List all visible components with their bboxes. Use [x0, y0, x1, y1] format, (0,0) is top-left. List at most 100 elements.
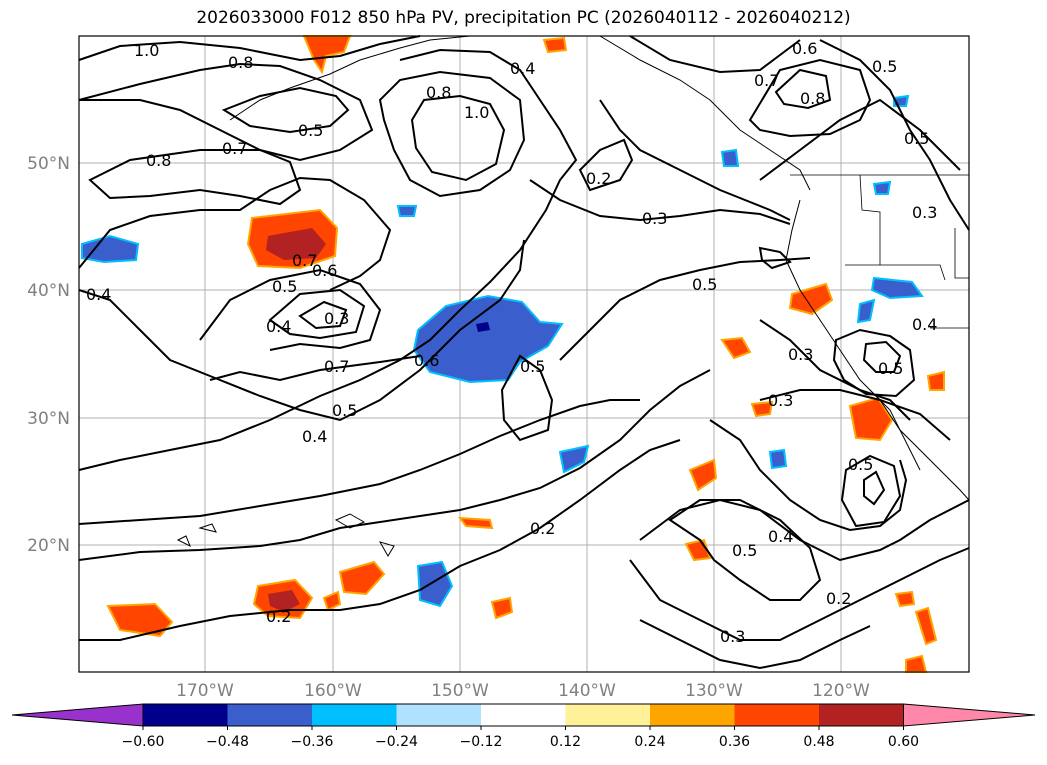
precip-positive-patch: [338, 560, 386, 596]
colorbar-swatch: [734, 704, 819, 726]
contour-label: 0.3: [720, 627, 745, 646]
contour-label: 0.8: [228, 53, 253, 72]
precip-negative-patch: [872, 180, 892, 195]
precip-negative-patch: [412, 294, 564, 384]
contour-label: 0.5: [692, 275, 717, 294]
colorbar-extend-low: [11, 703, 144, 727]
lat-label: 20°N: [27, 536, 70, 556]
colorbar-tick-label: 0.60: [888, 734, 919, 750]
pv-contours: [78, 35, 970, 670]
contour-label: 0.4: [302, 427, 327, 446]
lon-label: 170°W: [176, 681, 234, 701]
colorbar-swatch: [143, 704, 228, 726]
contour-label: 0.8: [800, 89, 825, 108]
contour-label: 0.4: [912, 315, 937, 334]
lat-labels: 50°N 40°N 30°N 20°N: [27, 154, 70, 556]
colorbar-tick-label: −0.12: [460, 734, 503, 750]
colorbar-tick-label: 0.48: [803, 734, 834, 750]
precip-positive-patch: [322, 590, 342, 612]
contour-label: 0.5: [298, 121, 323, 140]
contour-label: 0.3: [642, 209, 667, 228]
precip-negative-patch: [856, 298, 876, 324]
contour-label: 0.8: [426, 83, 451, 102]
lon-label: 140°W: [558, 681, 616, 701]
contour-label: 0.4: [86, 285, 111, 304]
precip-positive-patch: [688, 458, 718, 492]
lat-label: 50°N: [27, 154, 70, 174]
contour-label: 0.2: [826, 589, 851, 608]
contour-label: 0.7: [754, 71, 779, 90]
contour-label: 0.7: [292, 251, 317, 270]
colorbar-swatch: [650, 704, 735, 726]
colorbar-tick-label: −0.36: [291, 734, 334, 750]
precip-positive-patch: [457, 516, 494, 530]
contour-label: 0.2: [530, 519, 555, 538]
precip-negative-patch: [396, 205, 418, 217]
colorbar-swatch: [565, 704, 650, 726]
lon-label: 130°W: [685, 681, 743, 701]
colorbar-tick-label: 0.24: [634, 734, 665, 750]
plot-area: 1.0 0.8 0.5 0.7 0.8 0.8 1.0 0.4 0.6 0.7 …: [78, 35, 970, 673]
colorbar-tick-label: −0.60: [122, 734, 165, 750]
precip-positive-core: [268, 590, 300, 612]
contour-label: 0.5: [872, 57, 897, 76]
precip-negative-patch: [870, 276, 924, 300]
contour-label: 0.3: [324, 309, 349, 328]
contour-label: 0.5: [904, 129, 929, 148]
contour-label: 0.5: [332, 401, 357, 420]
map-title: 2026033000 F012 850 hPa PV, precipitatio…: [196, 8, 851, 28]
contour-label: 0.5: [878, 359, 903, 378]
precip-positive-patch: [542, 36, 568, 54]
contour-label: 0.6: [792, 39, 817, 58]
precip-negative-patch: [720, 148, 740, 167]
lat-label: 40°N: [27, 281, 70, 301]
contour-labels: 1.0 0.8 0.5 0.7 0.8 0.8 1.0 0.4 0.6 0.7 …: [86, 39, 937, 646]
precip-positive-patch: [926, 370, 945, 391]
precip-shading: [81, 35, 945, 673]
contour-label: 0.6: [414, 351, 439, 370]
contour-label: 0.3: [788, 345, 813, 364]
colorbar-swatch: [396, 704, 481, 726]
precip-negative-patch: [768, 448, 788, 470]
contour-label: 0.5: [520, 357, 545, 376]
lon-labels: 170°W 160°W 150°W 140°W 130°W 120°W: [176, 681, 870, 701]
precip-positive-patch: [894, 590, 916, 608]
precip-negative-patch: [81, 234, 140, 264]
contour-label: 0.6: [312, 261, 337, 280]
contour-label: 0.3: [912, 203, 937, 222]
contour-label: 0.7: [222, 139, 247, 158]
colorbar-tick-label: 0.12: [550, 734, 581, 750]
contour-label: 0.8: [146, 151, 171, 170]
plot-frame: [78, 35, 970, 673]
contour-label: 0.4: [768, 527, 793, 546]
precip-positive-patch: [490, 596, 514, 620]
colorbar-swatch: [481, 704, 566, 726]
borders: [790, 174, 969, 329]
colorbar-swatch: [312, 704, 397, 726]
precip-positive-core: [266, 228, 326, 260]
colorbar: −0.60 −0.48 −0.36 −0.24 −0.12 0.12 0.24 0.36 0.4…: [11, 703, 1036, 750]
precip-negative-core: [476, 322, 490, 332]
colorbar-tick-label: 0.36: [719, 734, 750, 750]
contour-label: 0.2: [266, 607, 291, 626]
precip-negative-patch: [416, 560, 454, 608]
precip-positive-patch: [905, 654, 928, 673]
precip-positive-patch: [720, 336, 752, 360]
contour-label: 0.2: [586, 169, 611, 188]
lon-label: 120°W: [812, 681, 870, 701]
precip-negative-patch: [558, 444, 590, 474]
contour-label: 0.7: [324, 357, 349, 376]
contour-label: 0.5: [732, 541, 757, 560]
contour-label: 1.0: [464, 103, 489, 122]
lon-label: 150°W: [431, 681, 489, 701]
contour-label: 1.0: [134, 41, 159, 60]
contour-label: 0.5: [848, 455, 873, 474]
contour-label: 0.4: [266, 317, 291, 336]
contour-label: 0.4: [510, 59, 535, 78]
colorbar-tick-label: −0.48: [206, 734, 249, 750]
precip-positive-patch: [914, 606, 938, 646]
precip-positive-patch: [750, 400, 774, 418]
contour-label: 0.5: [272, 277, 297, 296]
colorbar-extend-high: [903, 703, 1036, 727]
